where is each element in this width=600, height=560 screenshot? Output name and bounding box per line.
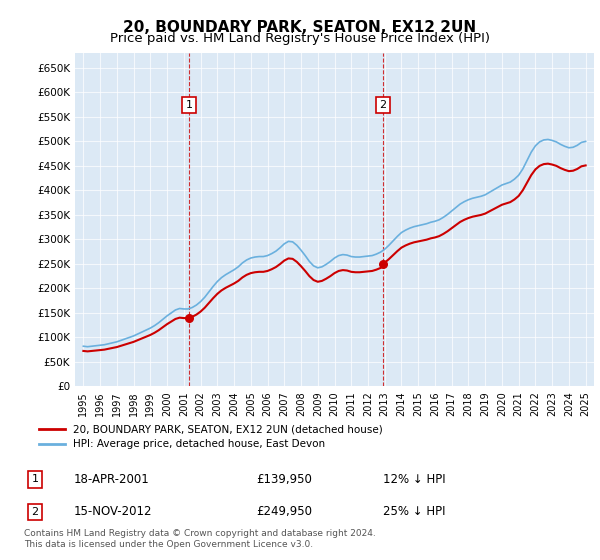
Text: 18-APR-2001: 18-APR-2001 <box>74 473 149 486</box>
Text: 25% ↓ HPI: 25% ↓ HPI <box>383 505 445 519</box>
Text: Contains HM Land Registry data © Crown copyright and database right 2024.
This d: Contains HM Land Registry data © Crown c… <box>24 529 376 549</box>
Text: 1: 1 <box>32 474 38 484</box>
Text: 20, BOUNDARY PARK, SEATON, EX12 2UN: 20, BOUNDARY PARK, SEATON, EX12 2UN <box>124 20 476 35</box>
Text: 1: 1 <box>185 100 193 110</box>
Point <box>378 259 388 268</box>
Point <box>184 314 194 323</box>
Text: 12% ↓ HPI: 12% ↓ HPI <box>383 473 445 486</box>
Text: 2: 2 <box>31 507 38 517</box>
Text: Price paid vs. HM Land Registry's House Price Index (HPI): Price paid vs. HM Land Registry's House … <box>110 32 490 45</box>
Text: £249,950: £249,950 <box>256 505 312 519</box>
Text: 15-NOV-2012: 15-NOV-2012 <box>74 505 152 519</box>
Text: 2: 2 <box>379 100 386 110</box>
Legend: 20, BOUNDARY PARK, SEATON, EX12 2UN (detached house), HPI: Average price, detach: 20, BOUNDARY PARK, SEATON, EX12 2UN (det… <box>35 420 387 454</box>
Text: £139,950: £139,950 <box>256 473 312 486</box>
